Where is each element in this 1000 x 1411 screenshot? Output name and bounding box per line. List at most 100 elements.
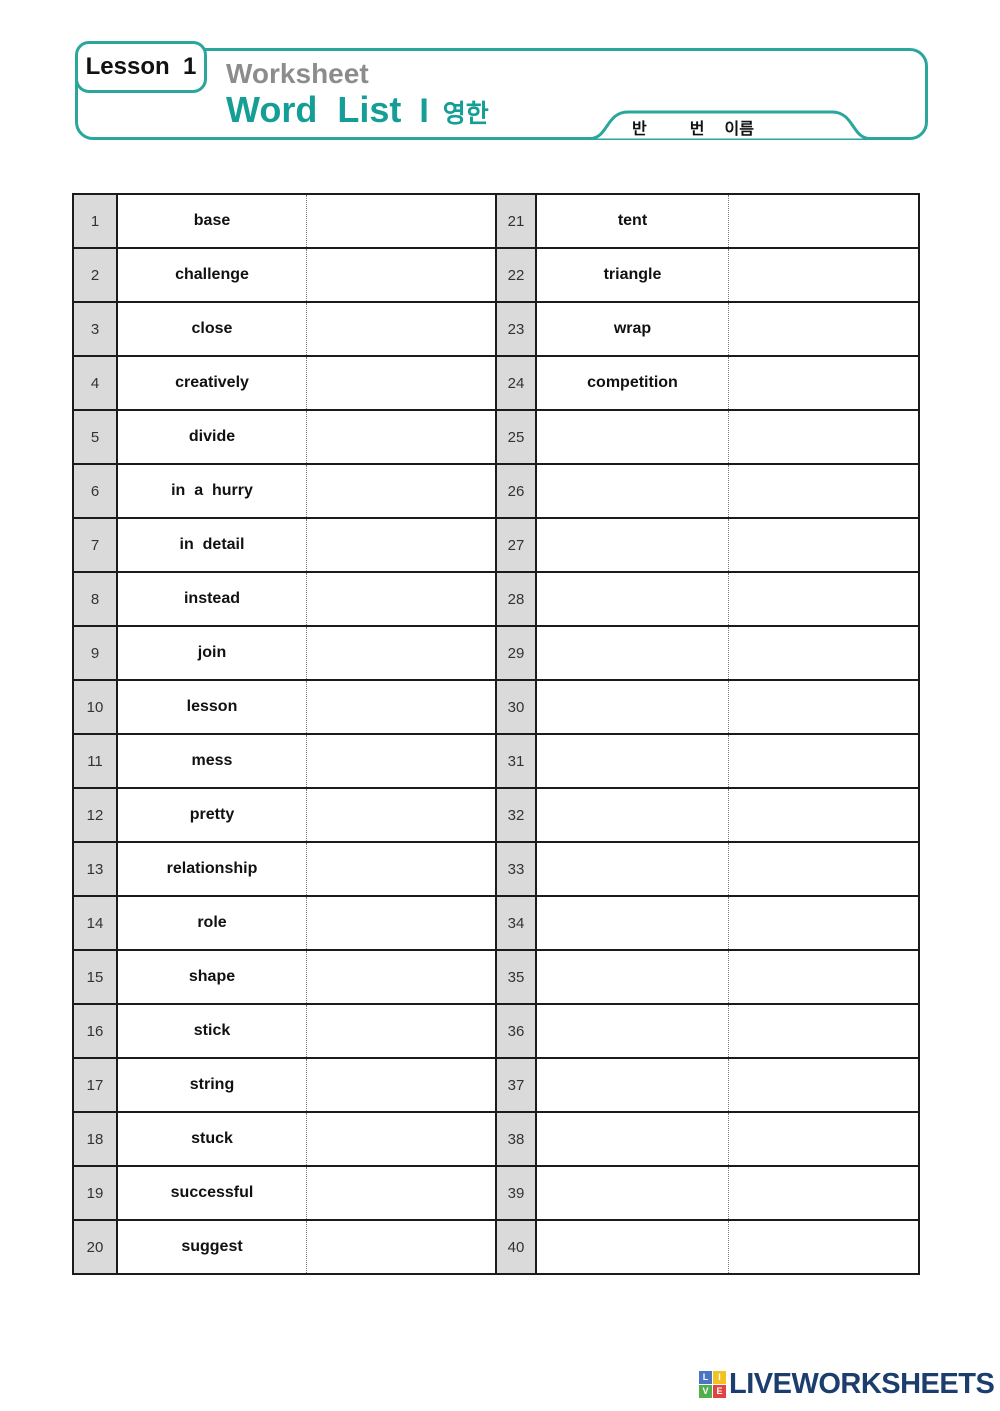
answer-cell-right[interactable] xyxy=(729,627,922,679)
student-name-tab: 반 번 이름 xyxy=(588,110,872,140)
answer-cell-right[interactable] xyxy=(729,681,922,733)
word-cell-right xyxy=(537,1113,729,1165)
answer-cell-right[interactable] xyxy=(729,357,922,409)
table-row: 16 stick 36 xyxy=(74,1005,918,1059)
table-row: 4 creatively 24 competition xyxy=(74,357,918,411)
answer-cell-right[interactable] xyxy=(729,789,922,841)
number-label: 번 xyxy=(689,121,705,138)
answer-cell-left[interactable] xyxy=(307,195,497,247)
answer-cell-left[interactable] xyxy=(307,843,497,895)
answer-cell-right[interactable] xyxy=(729,465,922,517)
answer-cell-left[interactable] xyxy=(307,573,497,625)
answer-cell-left[interactable] xyxy=(307,1167,497,1219)
answer-cell-left[interactable] xyxy=(307,735,497,787)
word-cell-right xyxy=(537,519,729,571)
answer-cell-right[interactable] xyxy=(729,303,922,355)
answer-cell-right[interactable] xyxy=(729,411,922,463)
word-cell-right: tent xyxy=(537,195,729,247)
answer-cell-left[interactable] xyxy=(307,681,497,733)
row-number-right: 33 xyxy=(497,843,537,895)
word-cell-left: shape xyxy=(118,951,307,1003)
answer-cell-right[interactable] xyxy=(729,195,922,247)
word-cell-right xyxy=(537,465,729,517)
row-number-right: 40 xyxy=(497,1221,537,1273)
row-number-right: 21 xyxy=(497,195,537,247)
answer-cell-left[interactable] xyxy=(307,897,497,949)
logo-square-e: E xyxy=(713,1385,726,1398)
answer-cell-right[interactable] xyxy=(729,519,922,571)
row-number-right: 23 xyxy=(497,303,537,355)
table-row: 7 in detail 27 xyxy=(74,519,918,573)
row-number-left: 8 xyxy=(74,573,118,625)
answer-cell-left[interactable] xyxy=(307,1059,497,1111)
row-number-right: 34 xyxy=(497,897,537,949)
answer-cell-left[interactable] xyxy=(307,465,497,517)
word-cell-right xyxy=(537,1221,729,1273)
liveworksheets-logo[interactable]: L I V E LIVEWORKSHEETS xyxy=(699,1368,995,1401)
table-row: 15 shape 35 xyxy=(74,951,918,1005)
logo-square-v: V xyxy=(699,1385,712,1398)
word-cell-right xyxy=(537,411,729,463)
row-number-right: 26 xyxy=(497,465,537,517)
answer-cell-left[interactable] xyxy=(307,519,497,571)
answer-cell-left[interactable] xyxy=(307,249,497,301)
answer-cell-left[interactable] xyxy=(307,789,497,841)
table-row: 11 mess 31 xyxy=(74,735,918,789)
answer-cell-right[interactable] xyxy=(729,1221,922,1273)
row-number-left: 18 xyxy=(74,1113,118,1165)
answer-cell-left[interactable] xyxy=(307,1005,497,1057)
worksheet-label: Worksheet xyxy=(226,58,369,89)
answer-cell-right[interactable] xyxy=(729,897,922,949)
row-number-left: 3 xyxy=(74,303,118,355)
answer-cell-right[interactable] xyxy=(729,573,922,625)
answer-cell-right[interactable] xyxy=(729,1005,922,1057)
answer-cell-right[interactable] xyxy=(729,735,922,787)
answer-cell-right[interactable] xyxy=(729,951,922,1003)
row-number-left: 4 xyxy=(74,357,118,409)
answer-cell-left[interactable] xyxy=(307,1113,497,1165)
name-tab-outline xyxy=(589,110,871,140)
answer-cell-right[interactable] xyxy=(729,1113,922,1165)
answer-cell-right[interactable] xyxy=(729,249,922,301)
table-row: 17 string 37 xyxy=(74,1059,918,1113)
row-number-right: 37 xyxy=(497,1059,537,1111)
row-number-left: 9 xyxy=(74,627,118,679)
logo-square-l: L xyxy=(699,1371,712,1384)
word-cell-right xyxy=(537,1059,729,1111)
row-number-right: 25 xyxy=(497,411,537,463)
row-number-left: 19 xyxy=(74,1167,118,1219)
table-row: 6 in a hurry 26 xyxy=(74,465,918,519)
row-number-left: 7 xyxy=(74,519,118,571)
row-number-right: 36 xyxy=(497,1005,537,1057)
row-number-left: 12 xyxy=(74,789,118,841)
answer-cell-right[interactable] xyxy=(729,1059,922,1111)
answer-cell-left[interactable] xyxy=(307,951,497,1003)
row-number-left: 10 xyxy=(74,681,118,733)
word-cell-left: join xyxy=(118,627,307,679)
word-cell-left: lesson xyxy=(118,681,307,733)
word-cell-left: base xyxy=(118,195,307,247)
row-number-right: 27 xyxy=(497,519,537,571)
word-cell-left: mess xyxy=(118,735,307,787)
word-cell-right: competition xyxy=(537,357,729,409)
answer-cell-left[interactable] xyxy=(307,357,497,409)
table-row: 5 divide 25 xyxy=(74,411,918,465)
table-row: 3 close 23 wrap xyxy=(74,303,918,357)
word-cell-left: suggest xyxy=(118,1221,307,1273)
word-cell-right xyxy=(537,843,729,895)
table-row: 13 relationship 33 xyxy=(74,843,918,897)
answer-cell-right[interactable] xyxy=(729,1167,922,1219)
word-cell-right xyxy=(537,951,729,1003)
answer-cell-left[interactable] xyxy=(307,411,497,463)
answer-cell-left[interactable] xyxy=(307,303,497,355)
table-row: 18 stuck 38 xyxy=(74,1113,918,1167)
answer-cell-left[interactable] xyxy=(307,627,497,679)
word-cell-left: in a hurry xyxy=(118,465,307,517)
row-number-right: 31 xyxy=(497,735,537,787)
word-cell-left: creatively xyxy=(118,357,307,409)
word-cell-left: in detail xyxy=(118,519,307,571)
answer-cell-left[interactable] xyxy=(307,1221,497,1273)
answer-cell-right[interactable] xyxy=(729,843,922,895)
class-label: 반 xyxy=(632,121,647,138)
word-cell-right: triangle xyxy=(537,249,729,301)
